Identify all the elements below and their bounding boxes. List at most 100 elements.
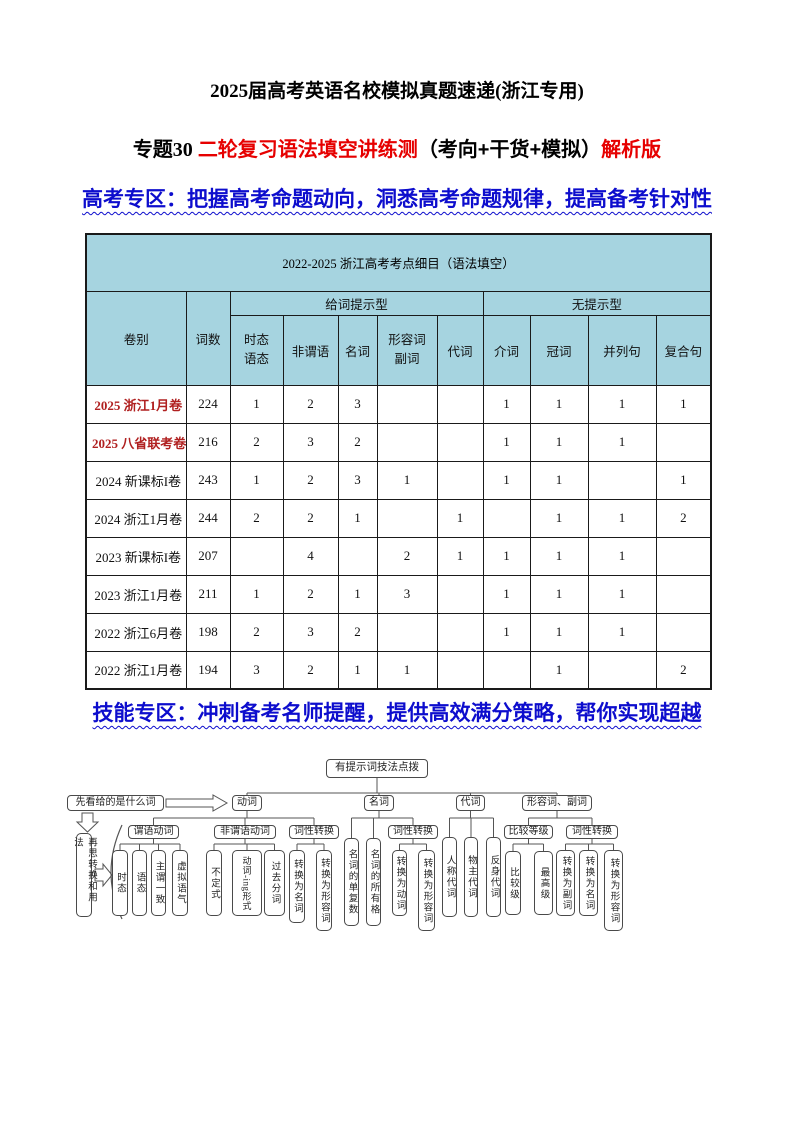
value-cell: 2 [655, 498, 712, 538]
table-body: 2025 浙江1月卷 224 1 2 3 1 1 1 1 2025 八省联考卷 … [85, 384, 712, 690]
leaf-noun-possessive: 名词的所有格 [366, 838, 381, 926]
value-cell [436, 612, 484, 652]
node-pronoun: 代词 [456, 795, 485, 811]
page-subtitle: 专题30 二轮复习语法填空讲练测（考向+干货+模拟）解析版 [0, 133, 794, 162]
node-non-predicate-verb: 非谓语动词 [214, 825, 276, 839]
value-cell: 1 [337, 650, 378, 690]
value-cell [482, 498, 531, 538]
value-cell: 1 [229, 574, 284, 614]
value-cell [376, 612, 438, 652]
value-cell: 1 [529, 574, 589, 614]
value-cell: 1 [529, 460, 589, 500]
value-cell [376, 498, 438, 538]
value-cell [587, 650, 657, 690]
value-cell: 3 [229, 650, 284, 690]
value-cell: 1 [529, 536, 589, 576]
value-cell [436, 422, 484, 462]
page-title: 2025届高考英语名校模拟真题速递(浙江专用) [210, 81, 584, 102]
leaf-ing-form: 动词-ing形式 [232, 850, 262, 916]
value-cell: 2 [655, 650, 712, 690]
paper-name-cell: 2025 浙江1月卷 [85, 384, 187, 424]
value-cell: 1 [529, 422, 589, 462]
value-cell [436, 460, 484, 500]
value-cell [655, 536, 712, 576]
value-cell: 3 [376, 574, 438, 614]
value-cell: 2 [282, 498, 339, 538]
value-cell: 2 [229, 422, 284, 462]
table-sub-header-row: 时态语态 非谓语 名词 形容词副词 代词 介词 冠词 并列句 复合句 [86, 314, 712, 386]
node-predicate-verb: 谓语动词 [128, 825, 179, 839]
leaf-reflexive-pronoun: 反身代词 [486, 837, 501, 917]
table-row: 2025 浙江1月卷 224 1 2 3 1 1 1 1 [85, 384, 712, 424]
paper-name-cell: 2024 浙江1月卷 [85, 498, 187, 538]
double-arrow-icon [165, 794, 229, 812]
value-cell: 1 [436, 498, 484, 538]
value-cell: 1 [529, 650, 589, 690]
table-row: 2022 浙江6月卷 198 2 3 2 1 1 1 [85, 612, 712, 652]
header-words: 词数 [185, 290, 231, 386]
value-cell: 1 [229, 460, 284, 500]
header-group-unprompted: 无提示型 [482, 290, 712, 316]
value-cell: 2 [337, 612, 378, 652]
word-count-cell: 244 [185, 498, 231, 538]
value-cell: 1 [529, 384, 589, 424]
value-cell: 1 [482, 460, 531, 500]
value-cell: 1 [529, 612, 589, 652]
leaf-subjunctive: 虚拟语气 [172, 850, 188, 916]
leaf-verb-to-noun: 转换为名词 [289, 850, 305, 923]
node-noun: 名词 [364, 795, 394, 811]
leaf-adj-to-noun: 转换为名词 [579, 850, 598, 916]
node-verb: 动词 [232, 795, 262, 811]
value-cell: 1 [482, 574, 531, 614]
table-row: 2024 浙江1月卷 244 2 2 1 1 1 1 2 [85, 498, 712, 538]
header-pronoun: 代词 [436, 314, 484, 386]
value-cell [436, 574, 484, 614]
paper-name-cell: 2023 浙江1月卷 [85, 574, 187, 614]
value-cell [655, 422, 712, 462]
value-cell [376, 384, 438, 424]
leaf-infinitive: 不定式 [206, 850, 222, 916]
leaf-noun-plural: 名词的单复数 [344, 838, 359, 926]
word-count-cell: 216 [185, 422, 231, 462]
table-group-header-row: 卷别 词数 给词提示型 无提示型 [85, 290, 712, 386]
value-cell: 2 [282, 384, 339, 424]
header-noun: 名词 [337, 314, 378, 386]
node-adj-pos-conv: 词性转换 [566, 825, 618, 839]
header-adj-adv: 形容词副词 [376, 314, 438, 386]
value-cell: 2 [229, 498, 284, 538]
node-noun-pos-conv: 词性转换 [388, 825, 438, 839]
paper-name-cell: 2022 浙江1月卷 [85, 650, 187, 690]
value-cell: 1 [436, 536, 484, 576]
value-cell: 3 [337, 460, 378, 500]
value-cell: 1 [337, 574, 378, 614]
value-cell: 3 [337, 384, 378, 424]
value-cell [436, 650, 484, 690]
value-cell: 1 [482, 612, 531, 652]
header-complex: 复合句 [655, 314, 712, 386]
value-cell: 1 [587, 536, 657, 576]
value-cell: 3 [282, 612, 339, 652]
header-paper: 卷别 [85, 290, 187, 386]
leaf-noun-to-adj: 转换为形容词 [418, 850, 435, 931]
value-cell [482, 650, 531, 690]
grammar-flowchart: 有提示词技法点拨 先看给的是什么词 动词 名词 代词 形容词、副词 谓语动词 非… [55, 755, 745, 945]
paper-name-cell: 2022 浙江6月卷 [85, 612, 187, 652]
leaf-possessive-pronoun: 物主代词 [464, 837, 478, 917]
value-cell: 1 [482, 422, 531, 462]
value-cell: 1 [337, 498, 378, 538]
leaf-verb-to-adj: 转换为形容词 [316, 850, 332, 931]
value-cell: 2 [229, 612, 284, 652]
right-arrow-icon [94, 862, 113, 888]
value-cell [655, 612, 712, 652]
table-banner-row: 2022-2025 浙江高考考点细目（语法填空） [85, 233, 712, 292]
node-verb-pos-conv: 词性转换 [289, 825, 339, 839]
value-cell: 1 [482, 384, 531, 424]
value-cell: 1 [587, 384, 657, 424]
node-hint-second: 再思转换和用法 [72, 833, 96, 917]
value-cell [376, 422, 438, 462]
leaf-superlative: 最高级 [534, 851, 553, 915]
node-hint-first: 先看给的是什么词 [67, 795, 164, 811]
leaf-sv-agreement: 主谓一致 [151, 850, 166, 916]
header-article: 冠词 [529, 314, 589, 386]
leaf-adj-to-adv: 转换为副词 [556, 850, 575, 916]
